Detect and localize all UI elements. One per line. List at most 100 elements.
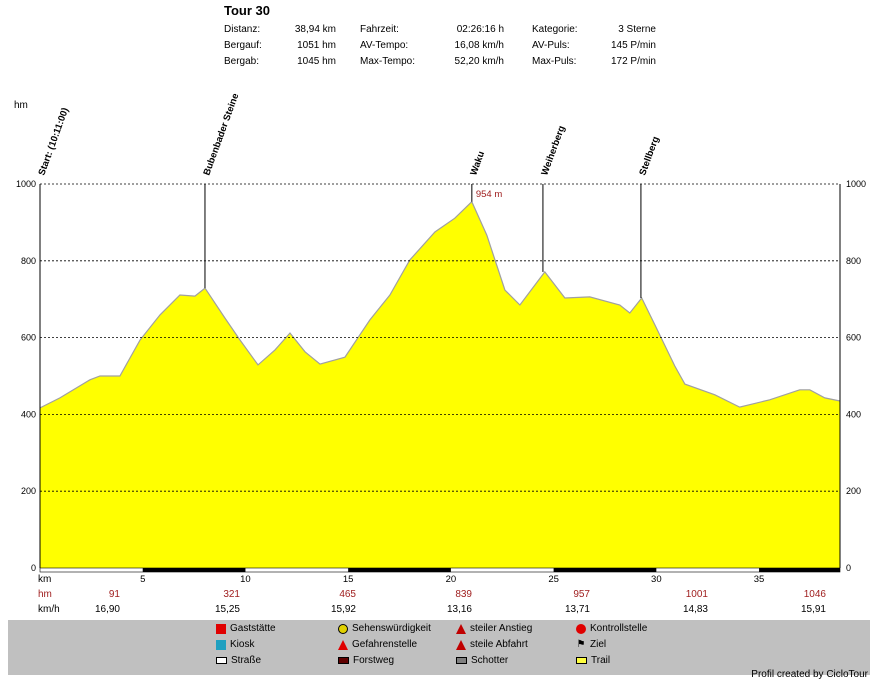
legend: Gaststätte Sehenswürdigkeit steiler Anstie…: [8, 620, 870, 675]
stat-label: Fahrzeit:: [360, 24, 399, 35]
legend-label: Trail: [591, 655, 611, 666]
surface-segment: [553, 568, 657, 572]
steep-descent-icon: [456, 639, 466, 650]
legend-item: Gefahrenstelle: [338, 639, 417, 650]
kmh-value: 13,16: [446, 604, 472, 615]
y-tick-label: 0: [846, 563, 851, 573]
hm-value: 839: [455, 589, 472, 600]
y-tick-label: 400: [846, 409, 861, 419]
stat-value: 1051 hm: [297, 40, 336, 51]
y-axis-label: hm: [14, 100, 28, 111]
stat-value: 1045 hm: [297, 56, 336, 67]
trail-icon: [576, 657, 587, 664]
y-tick-label: 400: [21, 409, 36, 419]
finish-flag-icon: ⚑: [576, 638, 586, 650]
forest-road-icon: [338, 657, 349, 664]
stat-label: Kategorie:: [532, 24, 578, 35]
waypoint-label: Weiherberg: [539, 124, 567, 177]
x-tick-label: 30: [651, 574, 662, 585]
road-icon: [216, 657, 227, 664]
kmh-value: 15,91: [800, 604, 826, 615]
legend-label: Kiosk: [230, 639, 255, 650]
legend-item: Straße: [216, 655, 261, 666]
legend-label: Straße: [231, 655, 262, 666]
surface-segment: [759, 568, 840, 572]
hm-value: 91: [108, 589, 120, 600]
hm-value: 957: [573, 589, 590, 600]
x-tick-label: 5: [140, 574, 145, 585]
stat-label: Distanz:: [224, 24, 261, 35]
legend-item: Kiosk: [216, 639, 254, 650]
footer-credit: Profil created by CicloTour: [751, 669, 868, 680]
legend-item: Kontrollstelle: [576, 623, 647, 634]
stat-label: Max-Tempo:: [360, 56, 416, 67]
legend-item: Schotter: [456, 655, 508, 666]
kmh-row-label: km/h: [38, 604, 60, 615]
legend-label: Ziel: [590, 639, 607, 650]
y-tick-label: 800: [21, 256, 36, 266]
legend-label: steiler Anstieg: [470, 623, 533, 634]
surface-segment: [348, 568, 451, 572]
kiosk-icon: [216, 639, 226, 650]
x-tick-label: 10: [240, 574, 251, 585]
smiley-icon: [338, 623, 348, 634]
x-tick-label: 15: [343, 574, 354, 585]
y-tick-label: 1000: [16, 179, 36, 189]
legend-item: steile Abfahrt: [456, 639, 528, 650]
legend-item: Forstweg: [338, 655, 394, 666]
legend-item: Sehenswürdigkeit: [338, 623, 431, 634]
y-tick-label: 200: [21, 486, 36, 496]
tour-title: Tour 30: [224, 3, 270, 18]
warning-icon: [338, 639, 348, 650]
stat-label: Max-Puls:: [532, 56, 577, 67]
elevation-chart: 0 0 200 200 400 400 600 600 800 800 1000 1000 5 10 15 2…: [16, 92, 866, 585]
kmh-value: 14,83: [682, 604, 708, 615]
steep-climb-icon: [456, 623, 466, 634]
stat-label: Bergauf:: [224, 40, 262, 51]
stop-icon: [576, 623, 586, 634]
stat-value: 52,20 km/h: [454, 56, 504, 67]
kmh-value: 15,25: [214, 604, 240, 615]
legend-label: Sehenswürdigkeit: [352, 623, 431, 634]
x-tick-label: 20: [446, 574, 457, 585]
stat-value: 3 Sterne: [618, 24, 656, 35]
legend-label: steile Abfahrt: [470, 639, 528, 650]
kmh-value: 13,71: [564, 604, 590, 615]
restaurant-icon: [216, 623, 226, 634]
legend-label: Kontrollstelle: [590, 623, 648, 634]
hm-value: 465: [339, 589, 356, 600]
x-tick-label: 35: [754, 574, 765, 585]
gravel-icon: [456, 657, 467, 664]
hm-value: 1046: [803, 589, 826, 600]
stat-value: 145 P/min: [610, 40, 656, 51]
stat-label: Bergab:: [224, 56, 260, 67]
y-tick-label: 1000: [846, 179, 866, 189]
stat-value: 172 P/min: [610, 56, 656, 67]
elevation-area: [40, 201, 840, 568]
y-tick-label: 200: [846, 486, 861, 496]
legend-label: Gaststätte: [230, 623, 276, 634]
kmh-value: 16,90: [94, 604, 120, 615]
waypoint-label: Stellberg: [637, 135, 661, 177]
peak-label: 954 m: [476, 189, 502, 200]
legend-item: ⚑ Ziel: [576, 638, 607, 650]
hm-value: 1001: [685, 589, 708, 600]
legend-item: Gaststätte: [216, 623, 276, 634]
stat-value: 16,08 km/h: [454, 40, 504, 51]
hm-row-label: hm: [38, 589, 52, 600]
waypoint-label: Bubenbader Steine: [201, 92, 241, 177]
elevation-line: [39, 200, 841, 409]
stat-value: 38,94 km: [294, 24, 336, 35]
y-tick-label: 600: [21, 333, 36, 343]
surface-segment: [142, 568, 246, 572]
kmh-value: 15,92: [330, 604, 356, 615]
stat-label: AV-Tempo:: [360, 40, 409, 51]
y-tick-label: 600: [846, 333, 861, 343]
stat-value: 02:26:16 h: [456, 24, 504, 35]
y-tick-label: 0: [31, 563, 36, 573]
legend-label: Gefahrenstelle: [352, 639, 418, 650]
legend-item: Trail: [576, 655, 610, 666]
waypoint-label: Start: (10:11:00): [36, 106, 71, 177]
legend-item: steiler Anstieg: [456, 623, 532, 634]
x-tick-label: 25: [548, 574, 559, 585]
